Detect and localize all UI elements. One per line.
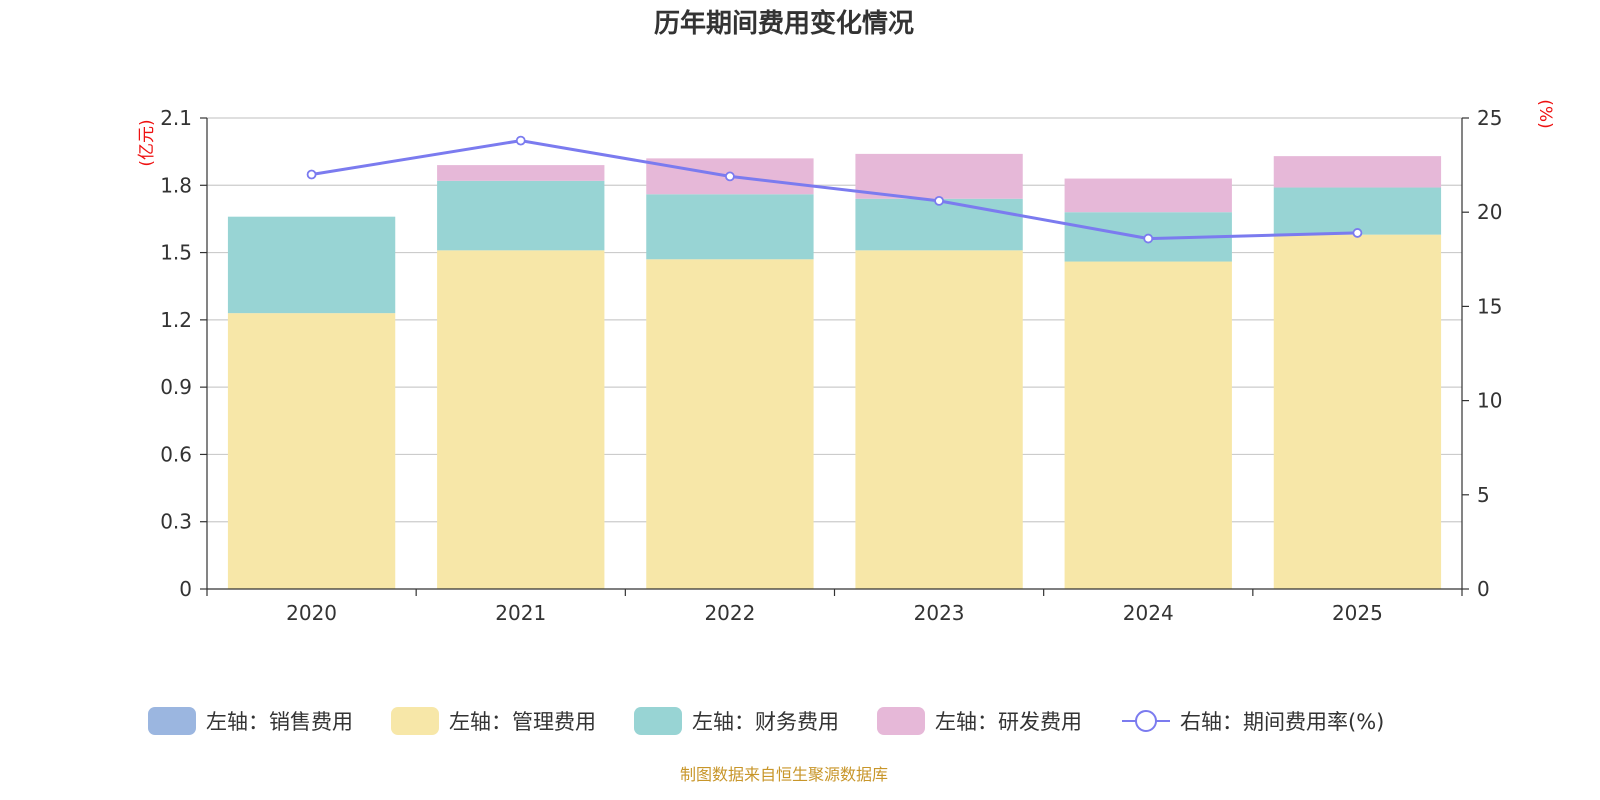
left-tick-label: 1.2 bbox=[160, 308, 192, 332]
legend: 左轴：销售费用 左轴：管理费用 左轴：财务费用 左轴：研发费用 右轴：期间费用率(%) bbox=[148, 707, 1384, 735]
x-tick-label: 2021 bbox=[495, 601, 546, 625]
rate-point bbox=[1352, 228, 1363, 238]
legend-label: 左轴：研发费用 bbox=[935, 710, 1082, 734]
bar-segment bbox=[437, 180, 605, 251]
right-tick-label: 25 bbox=[1477, 106, 1502, 130]
legend-label: 左轴：管理费用 bbox=[449, 710, 596, 734]
gridlines bbox=[207, 117, 1462, 523]
legend-swatch bbox=[634, 707, 682, 735]
stacked-bars bbox=[227, 153, 1442, 590]
left-tick-label: 0.6 bbox=[160, 442, 192, 466]
legend-label: 左轴：财务费用 bbox=[692, 710, 839, 734]
left-tick-label: 1.8 bbox=[160, 173, 192, 197]
left-tick-label: 2.1 bbox=[160, 106, 192, 130]
bar-segment bbox=[1064, 261, 1232, 589]
legend-swatch bbox=[148, 707, 196, 735]
right-tick-label: 20 bbox=[1477, 200, 1502, 224]
data-source-note: 制图数据来自恒生聚源数据库 bbox=[680, 765, 888, 784]
x-tick-label: 2020 bbox=[286, 601, 337, 625]
legend-swatch bbox=[877, 707, 925, 735]
bar-segment bbox=[437, 250, 605, 590]
left-tick-label: 0.9 bbox=[160, 375, 192, 399]
x-tick-label: 2023 bbox=[914, 601, 965, 625]
rate-point bbox=[725, 171, 735, 182]
bar-segment bbox=[1064, 178, 1232, 213]
rate-line-path bbox=[311, 139, 1358, 241]
bar-segment bbox=[227, 216, 396, 314]
left-tick-label: 1.5 bbox=[160, 241, 192, 265]
left-axis-unit: (亿元) bbox=[137, 119, 157, 166]
legend-label: 左轴：销售费用 bbox=[206, 710, 353, 734]
bar-segment bbox=[227, 313, 396, 589]
left-tick-label: 0 bbox=[179, 577, 192, 601]
bar-segment bbox=[855, 250, 1023, 590]
legend-marker bbox=[1135, 710, 1157, 732]
right-tick-label: 5 bbox=[1477, 483, 1490, 507]
legend-swatch bbox=[391, 707, 439, 735]
bar-segment bbox=[855, 153, 1023, 199]
expense-rate-line bbox=[306, 135, 1363, 244]
bar-segment bbox=[1273, 156, 1442, 188]
bar-segment bbox=[1273, 187, 1442, 235]
bar-segment bbox=[855, 198, 1023, 251]
legend-label: 右轴：期间费用率(%) bbox=[1180, 710, 1384, 734]
rate-point bbox=[1143, 233, 1154, 244]
bar-segment bbox=[437, 165, 605, 181]
bar-segment bbox=[1273, 234, 1442, 589]
left-tick-label: 0.3 bbox=[160, 510, 192, 534]
right-axis-unit: (%) bbox=[1535, 99, 1555, 128]
right-tick-label: 15 bbox=[1477, 294, 1502, 318]
right-tick-label: 0 bbox=[1477, 577, 1490, 601]
bar-segment bbox=[646, 259, 814, 589]
right-tick-label: 10 bbox=[1477, 389, 1502, 413]
x-tick-label: 2024 bbox=[1123, 601, 1174, 625]
rate-point bbox=[515, 135, 526, 146]
bar-segment bbox=[646, 194, 814, 260]
rate-point bbox=[306, 169, 317, 180]
chart-title: 历年期间费用变化情况 bbox=[654, 8, 914, 39]
x-tick-label: 2025 bbox=[1332, 601, 1383, 625]
x-tick-label: 2022 bbox=[704, 601, 755, 625]
rate-point bbox=[934, 195, 944, 206]
